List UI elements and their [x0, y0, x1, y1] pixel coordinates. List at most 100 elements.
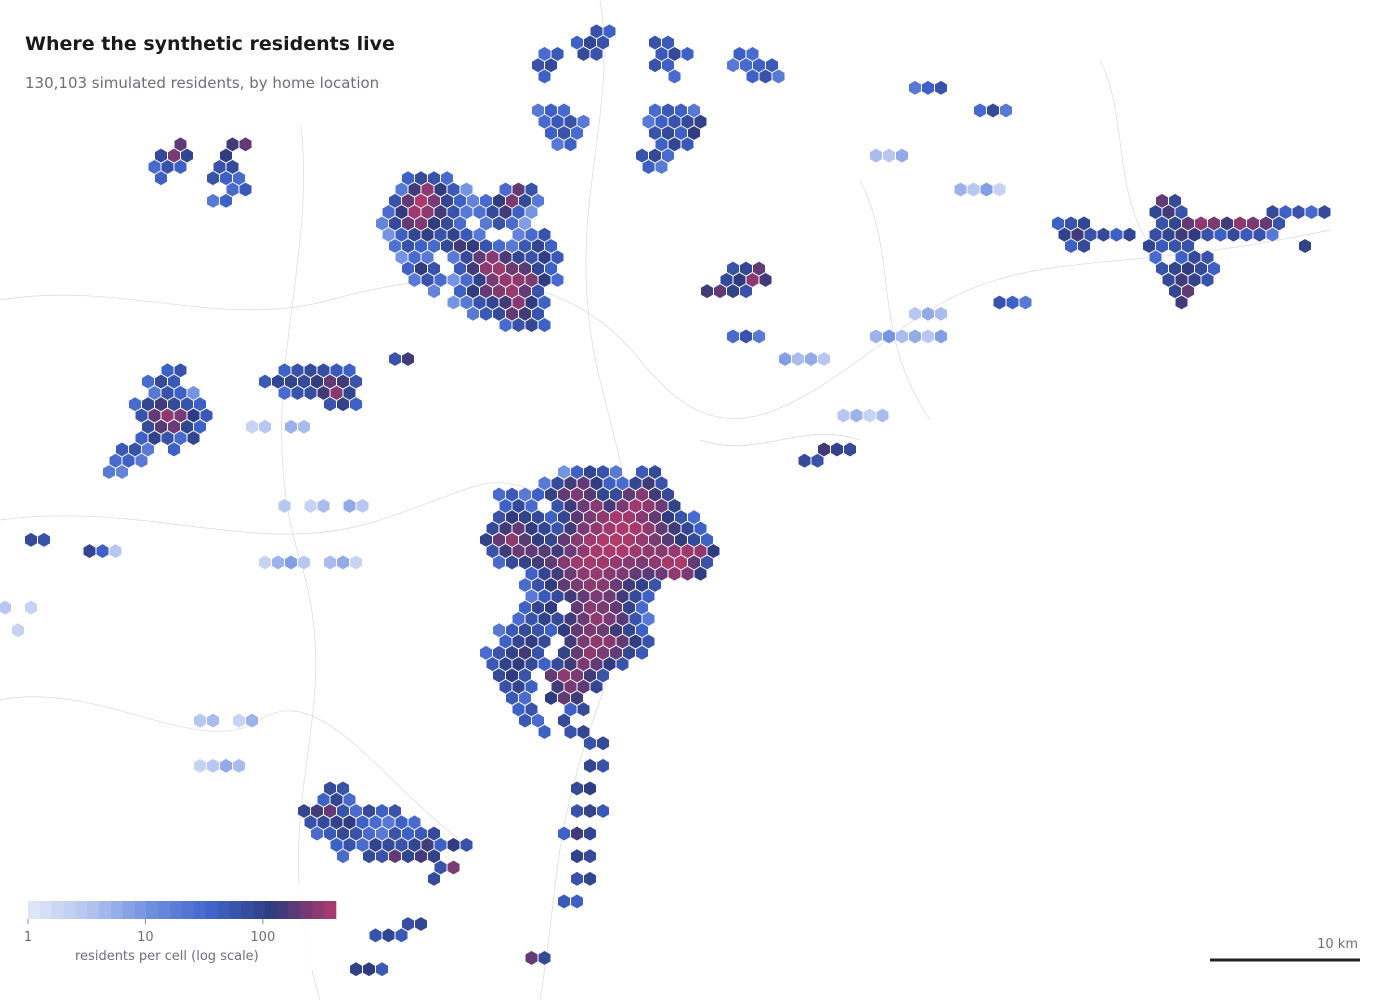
hex-cell: [622, 645, 636, 661]
hex-cell: [537, 46, 552, 62]
hex-cell: [446, 272, 461, 288]
hex-cell: [186, 430, 201, 446]
hex-cell: [284, 373, 298, 390]
hex-cell: [518, 260, 532, 277]
hex-cell: [349, 373, 363, 390]
hex-cell: [693, 543, 708, 559]
hex-cell: [687, 554, 701, 571]
hex-cell: [232, 758, 246, 774]
hex-cell: [479, 215, 493, 232]
hex-cell: [459, 249, 474, 265]
hex-cell: [440, 215, 454, 232]
hex-cell: [1207, 260, 1221, 277]
hex-cell: [524, 679, 539, 695]
hex-cell: [615, 611, 630, 627]
hex-cell: [544, 260, 558, 277]
hex-cell: [362, 803, 376, 819]
hex-cell: [134, 430, 149, 446]
hex-cell: [180, 419, 194, 435]
hex-cell: [1207, 215, 1221, 232]
hex-cell: [654, 475, 669, 491]
hex-cell: [570, 34, 584, 51]
hex-cell: [583, 509, 597, 525]
hex-cell: [531, 193, 545, 209]
hex-cell: [453, 238, 467, 254]
hex-cell: [336, 373, 350, 390]
hex-cell: [1265, 227, 1280, 243]
legend-swatch: [276, 901, 289, 919]
hex-cell: [570, 848, 584, 864]
hex-cell: [219, 758, 233, 774]
hex-cell: [1155, 193, 1169, 209]
hex-cell: [661, 57, 675, 73]
hex-cell: [648, 125, 662, 141]
hex-cell: [505, 509, 519, 525]
hex-cell: [609, 554, 623, 571]
hex-cell: [687, 125, 701, 141]
hex-cell: [186, 385, 201, 401]
hex-cell: [479, 645, 493, 661]
hex-cell: [550, 656, 565, 672]
hex-cell: [1278, 204, 1293, 220]
hex-cell: [1174, 294, 1189, 311]
map-title: Where the synthetic residents live: [25, 33, 395, 55]
hexbin-layer: [0, 23, 1332, 977]
hex-cell: [648, 57, 662, 73]
hex-cell: [570, 667, 584, 684]
hex-cell: [674, 509, 688, 525]
hex-cell: [1272, 215, 1286, 232]
hex-cell: [206, 193, 220, 209]
hex-cell: [342, 792, 357, 808]
hex-cell: [550, 588, 565, 604]
hex-cell: [433, 272, 448, 288]
hex-cell: [498, 520, 513, 537]
hex-cell: [186, 407, 201, 424]
hex-cell: [160, 385, 175, 401]
hex-cell: [661, 147, 675, 164]
hex-cell: [472, 294, 487, 311]
hex-cell: [557, 509, 571, 525]
hex-cell: [459, 294, 474, 311]
hex-cell: [193, 396, 207, 412]
hex-cell: [615, 656, 630, 672]
hex-cell: [570, 599, 584, 616]
hex-cell: [498, 656, 513, 672]
legend-swatch: [170, 901, 183, 919]
hex-cell: [934, 80, 948, 96]
hex-cell: [628, 633, 643, 650]
map-subtitle: 130,103 simulated residents, by home loc…: [25, 74, 379, 92]
hex-cell: [316, 362, 331, 378]
hex-cell: [1070, 227, 1085, 243]
legend-swatch: [205, 901, 218, 919]
hex-cell: [537, 520, 552, 537]
hex-cell: [739, 57, 753, 73]
hex-cell: [615, 633, 630, 650]
hex-cell: [394, 181, 409, 198]
hex-cell: [615, 543, 630, 559]
hex-cell: [739, 328, 753, 345]
hex-cell: [661, 509, 675, 525]
hex-cell: [355, 498, 370, 514]
hex-cell: [596, 486, 610, 503]
hex-cell: [557, 667, 571, 684]
hex-cell: [141, 441, 155, 458]
hex-cell: [537, 724, 552, 740]
hex-cell: [492, 238, 506, 254]
hex-cell: [557, 825, 571, 842]
hex-cell: [375, 803, 389, 819]
hex-cell: [505, 238, 519, 254]
hex-cell: [355, 837, 370, 853]
hex-cell: [24, 532, 38, 548]
legend-swatch: [158, 901, 171, 919]
hex-cell: [524, 950, 539, 966]
hex-cell: [1174, 249, 1189, 265]
hex-cell: [206, 758, 220, 774]
hex-cell: [193, 419, 207, 435]
hex-cell: [1148, 249, 1163, 265]
hex-cell: [212, 159, 227, 175]
hex-cell: [446, 294, 461, 311]
hex-cell: [973, 102, 987, 119]
hex-cell: [427, 238, 441, 254]
hex-cell: [511, 520, 526, 537]
hex-cell: [232, 170, 246, 186]
